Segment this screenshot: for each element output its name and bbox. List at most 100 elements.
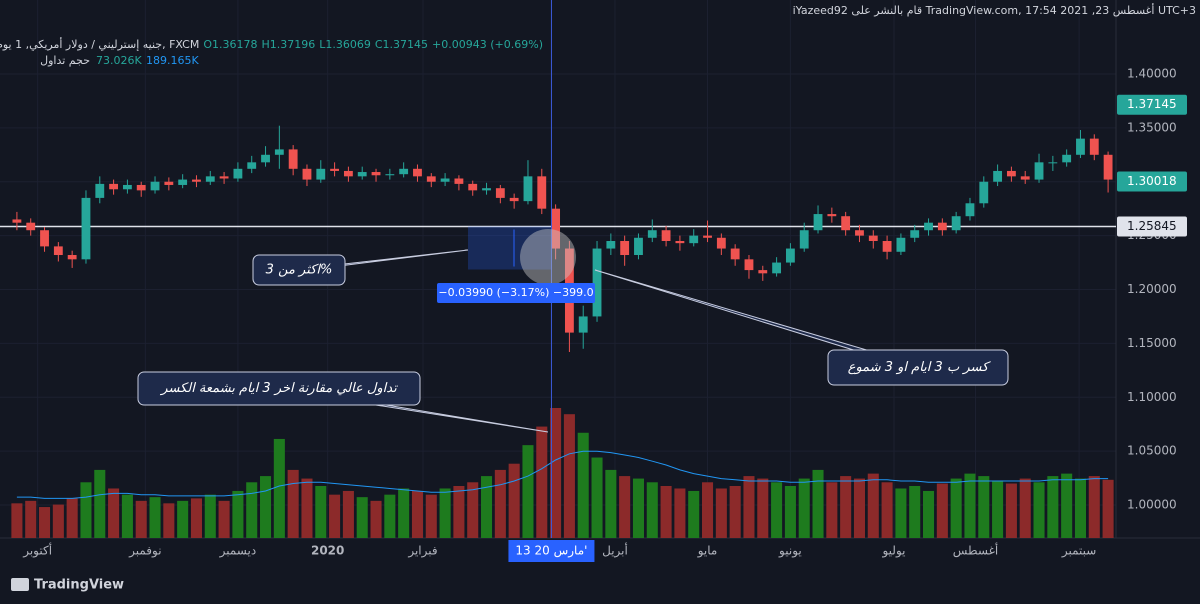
candle-body <box>620 241 630 256</box>
volume-bar <box>605 469 617 538</box>
candle-body <box>578 316 588 333</box>
volume-bar <box>688 490 700 538</box>
x-tick-label: فبراير <box>407 544 437 559</box>
volume-bar <box>715 488 727 538</box>
candle-body <box>730 248 740 260</box>
candle-body <box>993 170 1003 182</box>
volume-bar <box>94 469 106 538</box>
candle-body <box>896 237 906 252</box>
volume-bar <box>964 473 976 538</box>
candle-body <box>261 154 270 163</box>
candle-body <box>247 162 257 169</box>
volume-bar <box>1033 482 1045 538</box>
candle-body <box>689 235 699 244</box>
volume-bar <box>923 490 935 538</box>
volume-bar <box>1074 478 1086 538</box>
volume-ma-value: 189.165K <box>146 54 199 67</box>
chart-title: iYazeed92 قام بالنشر على TradingView.com… <box>793 3 1196 17</box>
volume-bar <box>453 486 465 538</box>
candle-body <box>343 170 353 177</box>
price-badge <box>1117 94 1187 115</box>
volume-bar <box>992 481 1004 538</box>
candle-body <box>882 241 892 252</box>
callout-box <box>252 254 346 286</box>
volume-bar <box>881 482 893 538</box>
volume-bar <box>135 500 147 538</box>
candle-body <box>399 168 409 175</box>
volume-bar <box>163 503 175 538</box>
candle-body <box>703 235 712 238</box>
volume-bar <box>577 432 589 538</box>
candle-body <box>1020 176 1030 180</box>
volume-bar <box>425 494 437 538</box>
volume-bar <box>909 486 921 538</box>
candle-body <box>523 176 533 202</box>
volume-bar <box>729 486 741 538</box>
volume-bar <box>978 476 990 538</box>
candle-body <box>482 188 491 191</box>
ohlc-value: H1.37196 <box>261 38 315 51</box>
volume-bar <box>52 504 64 538</box>
y-tick-label: 1.05000 <box>1127 444 1177 458</box>
volume-bar <box>550 408 562 538</box>
candle-body <box>316 168 326 180</box>
x-tick-label: سبتمبر <box>1061 544 1096 559</box>
volume-bar <box>1061 473 1073 538</box>
candle-body <box>772 262 782 274</box>
hline-badge <box>1117 216 1187 237</box>
candle-body <box>95 183 105 198</box>
callout-box <box>137 371 421 406</box>
volume-bar <box>1005 483 1017 538</box>
price-badge-label: 1.37145 <box>1127 97 1177 111</box>
ohlc-value: O1.36178 <box>203 38 257 51</box>
hline-badge-label: 1.25845 <box>1127 219 1177 233</box>
candle-body <box>136 184 146 191</box>
candle-body <box>841 216 851 231</box>
candle-body <box>274 149 284 155</box>
x-tick-label: ديسمبر <box>219 544 257 559</box>
volume-bar <box>563 414 575 538</box>
measure-label-bg <box>437 283 595 303</box>
candle-body <box>122 184 132 190</box>
crosshair-date-bg <box>508 540 595 562</box>
symbol-name: جنيه إسترليني / دولار أمريكي, 1 يوم, FXC… <box>0 37 199 51</box>
candle-body <box>551 208 561 249</box>
volume-bar <box>39 507 51 538</box>
candle-body <box>357 172 367 177</box>
measure-box <box>468 226 552 270</box>
volume-bar <box>867 473 879 538</box>
volume-bar <box>798 478 810 538</box>
candle-body <box>785 248 795 263</box>
volume-bar <box>936 483 948 538</box>
candle-body <box>26 222 36 231</box>
volume-bar <box>840 476 852 538</box>
volume-bar <box>674 488 686 538</box>
price-badge-label: 1.30018 <box>1127 174 1177 188</box>
candle-body <box>1062 154 1072 163</box>
volume-bar <box>591 457 603 538</box>
volume-bar <box>232 490 244 538</box>
candle-body <box>1103 154 1113 180</box>
callout-box <box>827 349 1009 386</box>
callout-text: كسر ب 3 ايام او 3 شموع <box>848 360 991 375</box>
ohlc-value: +0.00943 (+0.69%) <box>432 38 543 51</box>
volume-bar <box>522 445 534 538</box>
volume-bar <box>25 500 37 538</box>
volume-bar <box>370 500 382 538</box>
volume-bar <box>329 494 341 538</box>
candle-body <box>799 230 809 249</box>
candle-body <box>164 181 174 185</box>
volume-bar <box>121 494 133 538</box>
candle-body <box>40 230 49 247</box>
candle-body <box>1089 138 1099 155</box>
candle-body <box>924 222 933 231</box>
y-tick-label: 1.10000 <box>1127 390 1177 404</box>
x-tick-label: أغسطس <box>953 543 998 559</box>
candle-body <box>426 176 436 182</box>
candle-body <box>302 168 312 180</box>
y-tick-label: 1.00000 <box>1127 498 1177 512</box>
logo-icon <box>11 578 29 591</box>
crosshair-date: 13 مارس 20' <box>515 544 587 559</box>
volume-bar <box>853 478 865 538</box>
x-tick-label: 2020 <box>311 544 344 558</box>
